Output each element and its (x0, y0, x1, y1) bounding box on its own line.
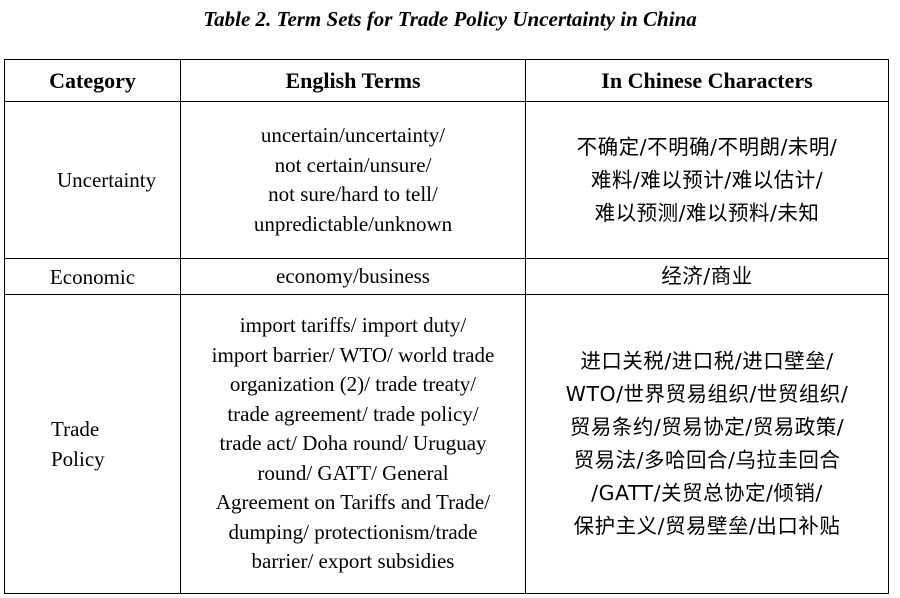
english-term-line: not sure/hard to tell/ (268, 182, 438, 206)
chinese-term-line: 不确定/不明确/不明朗/未明/ (576, 134, 838, 159)
english-term-line: trade agreement/ trade policy/ (227, 401, 479, 426)
category-cell: Uncertainty (4, 101, 181, 259)
chinese-term-line: 进口关税/进口税/进口壁垒/ (580, 349, 834, 373)
header-category: Category (4, 59, 181, 102)
english-terms-cell: economy/business (180, 258, 526, 295)
chinese-term-line: 保护主义/贸易壁垒/出口补贴 (573, 514, 841, 538)
chinese-term-line: 贸易条约/贸易协定/贸易政策/ (569, 415, 845, 439)
chinese-term-line: 难料/难以预计/难以估计/ (590, 167, 824, 192)
english-term-line: barrier/ export subsidies (251, 549, 455, 574)
english-term-line: organization (2)/ trade treaty/ (229, 372, 477, 397)
category-cell: Trade Policy (4, 294, 181, 594)
chinese-term-line: 难以预测/难以预料/未知 (594, 200, 820, 225)
table-caption: Table 2. Term Sets for Trade Policy Unce… (203, 7, 697, 31)
chinese-terms-cell: 进口关税/进口税/进口壁垒/ WTO/世界贸易组织/世贸组织/ 贸易条约/贸易协… (525, 294, 889, 594)
header-english-terms: English Terms (180, 59, 526, 102)
table-row-trade-policy: Trade Policy import tariffs/ import duty… (4, 294, 889, 594)
category-label: Trade (51, 417, 100, 441)
category-label: Policy (51, 447, 105, 471)
english-term-line: import barrier/ WTO/ world trade (211, 342, 495, 367)
english-term-line: Agreement on Tariffs and Trade/ (215, 490, 491, 515)
chinese-term-line: 经济/商业 (661, 264, 753, 288)
chinese-term-line: 贸易法/多哈回合/乌拉圭回合 (573, 448, 841, 472)
english-terms-cell: import tariffs/ import duty/ import barr… (180, 294, 526, 594)
chinese-term-line: WTO/世界贸易组织/世贸组织/ (565, 382, 849, 406)
english-term-line: import tariffs/ import duty/ (239, 313, 467, 338)
chinese-term-line: /GATT/关贸总协定/倾销/ (591, 481, 823, 505)
english-term-line: dumping/ protectionism/trade (228, 519, 478, 544)
header-chinese-characters: In Chinese Characters (525, 59, 889, 102)
table-header-row: Category English Terms In Chinese Charac… (4, 59, 889, 102)
english-term-line: not certain/unsure/ (274, 152, 432, 177)
term-sets-table: Category English Terms In Chinese Charac… (4, 59, 889, 594)
english-term-line: economy/business (276, 263, 430, 288)
english-term-line: round/ GATT/ General (257, 460, 449, 485)
english-term-line: uncertain/uncertainty/ (260, 123, 446, 147)
english-term-line: trade act/ Doha round/ Uruguay (219, 431, 487, 456)
category-label: Uncertainty (57, 168, 157, 192)
chinese-terms-cell: 经济/商业 (525, 258, 889, 295)
chinese-terms-cell: 不确定/不明确/不明朗/未明/ 难料/难以预计/难以估计/ 难以预测/难以预料/… (525, 101, 889, 259)
table-row-economic: Economic economy/business 经济/商业 (4, 258, 889, 295)
english-term-line: unpredictable/unknown (253, 211, 453, 236)
table-row-uncertainty: Uncertainty uncertain/uncertainty/ not c… (4, 101, 889, 259)
category-cell: Economic (4, 258, 181, 295)
category-label: Economic (49, 264, 136, 289)
english-terms-cell: uncertain/uncertainty/ not certain/unsur… (180, 101, 526, 259)
